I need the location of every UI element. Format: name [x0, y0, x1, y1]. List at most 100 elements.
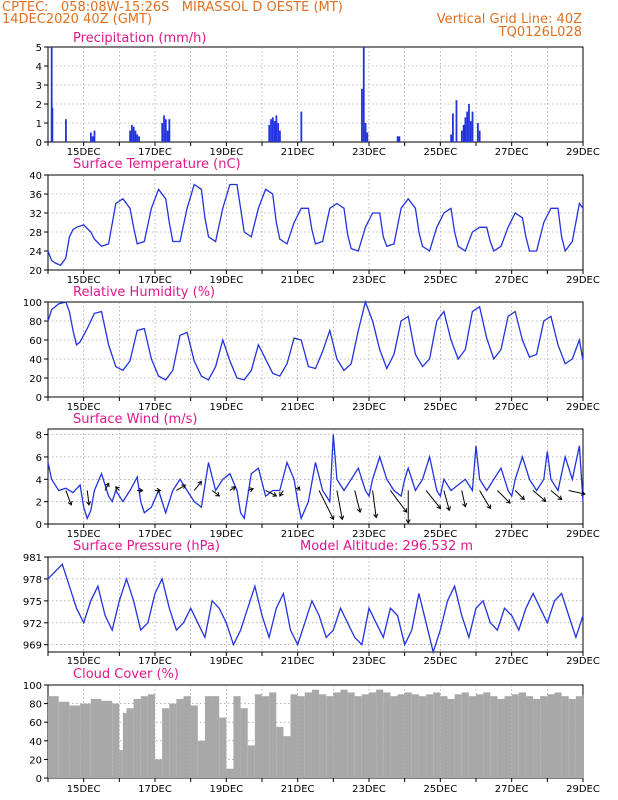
wind-arrowhead	[181, 484, 187, 489]
panel1-ytick-label: 3	[36, 81, 42, 92]
panel6-bar	[162, 708, 170, 778]
wind-vector	[443, 490, 450, 511]
panel6-bar	[468, 696, 476, 778]
panel6-bar	[511, 694, 519, 778]
panel1-xtick-label: 17DEC	[138, 147, 172, 158]
panel1-bar	[396, 136, 399, 142]
panel6-bar	[354, 696, 362, 778]
panel1-bar	[273, 121, 276, 142]
wind-vector	[193, 481, 202, 491]
panel1-bar	[138, 136, 140, 142]
panel6-bar	[568, 698, 576, 778]
wind-vector	[65, 490, 72, 506]
wind-arrowhead	[462, 502, 468, 508]
panel5-xtick-label: 23DEC	[352, 656, 386, 667]
panel6-bar	[540, 696, 548, 778]
wind-vector	[336, 490, 343, 520]
panel5-frame	[47, 556, 584, 653]
panel1-bar	[366, 132, 369, 142]
panel6-bar	[525, 696, 534, 778]
panel1-bar	[131, 124, 133, 142]
panel2-ytick-label: 24	[29, 247, 42, 258]
panel4-xtick-label: 21DEC	[281, 529, 315, 540]
panel1-bar	[469, 121, 472, 142]
panel6-bar	[326, 696, 334, 778]
panel6-ytick-label: 20	[29, 755, 42, 766]
panel1-title: Precipitation (mm/h)	[73, 31, 206, 46]
panel2-ytick-label: 36	[29, 190, 42, 201]
panel6-bar	[418, 696, 427, 778]
panel6-bar	[122, 712, 127, 778]
panel6-bar	[547, 694, 555, 778]
wind-arrowhead	[115, 486, 120, 491]
panel6-bar	[504, 696, 512, 778]
panel1-bar	[279, 130, 281, 142]
panel5-xtick-label: 25DEC	[423, 656, 457, 667]
panel2-xtick-label: 21DEC	[281, 275, 315, 286]
panel6-bar	[490, 696, 498, 778]
panel1-bar	[51, 107, 54, 142]
panel6-xtick-label: 29DEC	[566, 784, 600, 795]
panel6-bar	[133, 698, 141, 778]
wind-arrowhead	[486, 504, 491, 510]
panel1-ytick-label: 2	[36, 100, 42, 111]
panel6-bar	[204, 696, 213, 778]
panel5-ytick-label: 969	[23, 641, 42, 652]
header-run-time: 14DEC2020 40Z (GMT)	[2, 12, 153, 27]
wind-vector	[229, 486, 236, 491]
panel6-bar	[411, 694, 419, 778]
panel1-bar	[462, 124, 465, 142]
header-grid-note: Vertical Grid Line: 40Z	[436, 12, 582, 27]
panel6-bar	[390, 696, 398, 778]
panel1-xtick-label: 19DEC	[209, 147, 243, 158]
panel6-bar	[397, 694, 405, 778]
panel2-series-line	[47, 183, 584, 267]
wind-vector	[86, 490, 90, 505]
panel1-bar	[398, 136, 401, 142]
panel1-bar	[476, 123, 479, 142]
wind-vector	[497, 490, 511, 504]
panel6-title: Cloud Cover (%)	[73, 667, 179, 682]
wind-arrowhead	[373, 513, 379, 519]
panel1-bar	[300, 111, 303, 142]
wind-arrowhead	[356, 508, 362, 514]
panel6-bar	[226, 768, 234, 778]
wind-arrowhead	[541, 497, 547, 502]
panel2-ytick-label: 40	[29, 171, 42, 182]
panel4-xtick-label: 15DEC	[67, 529, 101, 540]
wind-arrowhead	[272, 492, 278, 497]
panel3-ytick-label: 40	[29, 355, 42, 366]
wind-arrowhead	[445, 506, 451, 512]
panel1-bar	[164, 119, 167, 142]
panel6-xtick-label: 27DEC	[495, 784, 529, 795]
panel6-bar	[48, 696, 59, 778]
panel1-ytick-label: 0	[36, 138, 42, 149]
panel6-bar	[297, 696, 305, 778]
panel6-bar	[247, 745, 255, 778]
wind-vector	[514, 490, 525, 500]
panel1-xtick-label: 21DEC	[281, 147, 315, 158]
wind-vector	[279, 490, 284, 497]
panel2-xtick-label: 23DEC	[352, 275, 386, 286]
panel6-bar	[190, 705, 198, 778]
panel6-bar	[583, 694, 584, 778]
panel6-bar	[112, 703, 120, 778]
panel2-xtick-label: 29DEC	[566, 275, 600, 286]
panel6-bar	[447, 698, 455, 778]
wind-arrowhead	[505, 499, 511, 504]
panel6-xtick-label: 25DEC	[423, 784, 457, 795]
panel2-xtick-label: 25DEC	[423, 275, 457, 286]
panel2-xtick-label: 19DEC	[209, 275, 243, 286]
panel6-bar	[233, 696, 241, 778]
panel3-xtick-label: 15DEC	[67, 402, 101, 413]
panel6-bar	[561, 696, 569, 778]
panel4-series-line	[47, 434, 584, 521]
panel6-bar	[311, 689, 320, 778]
panel6-bar	[101, 700, 113, 778]
panel6-ytick-label: 60	[29, 718, 42, 729]
panel1-bar	[277, 123, 280, 142]
panel6-bar	[426, 694, 434, 778]
panel6-bar	[361, 694, 369, 778]
panel3-title: Relative Humidity (%)	[73, 285, 215, 300]
